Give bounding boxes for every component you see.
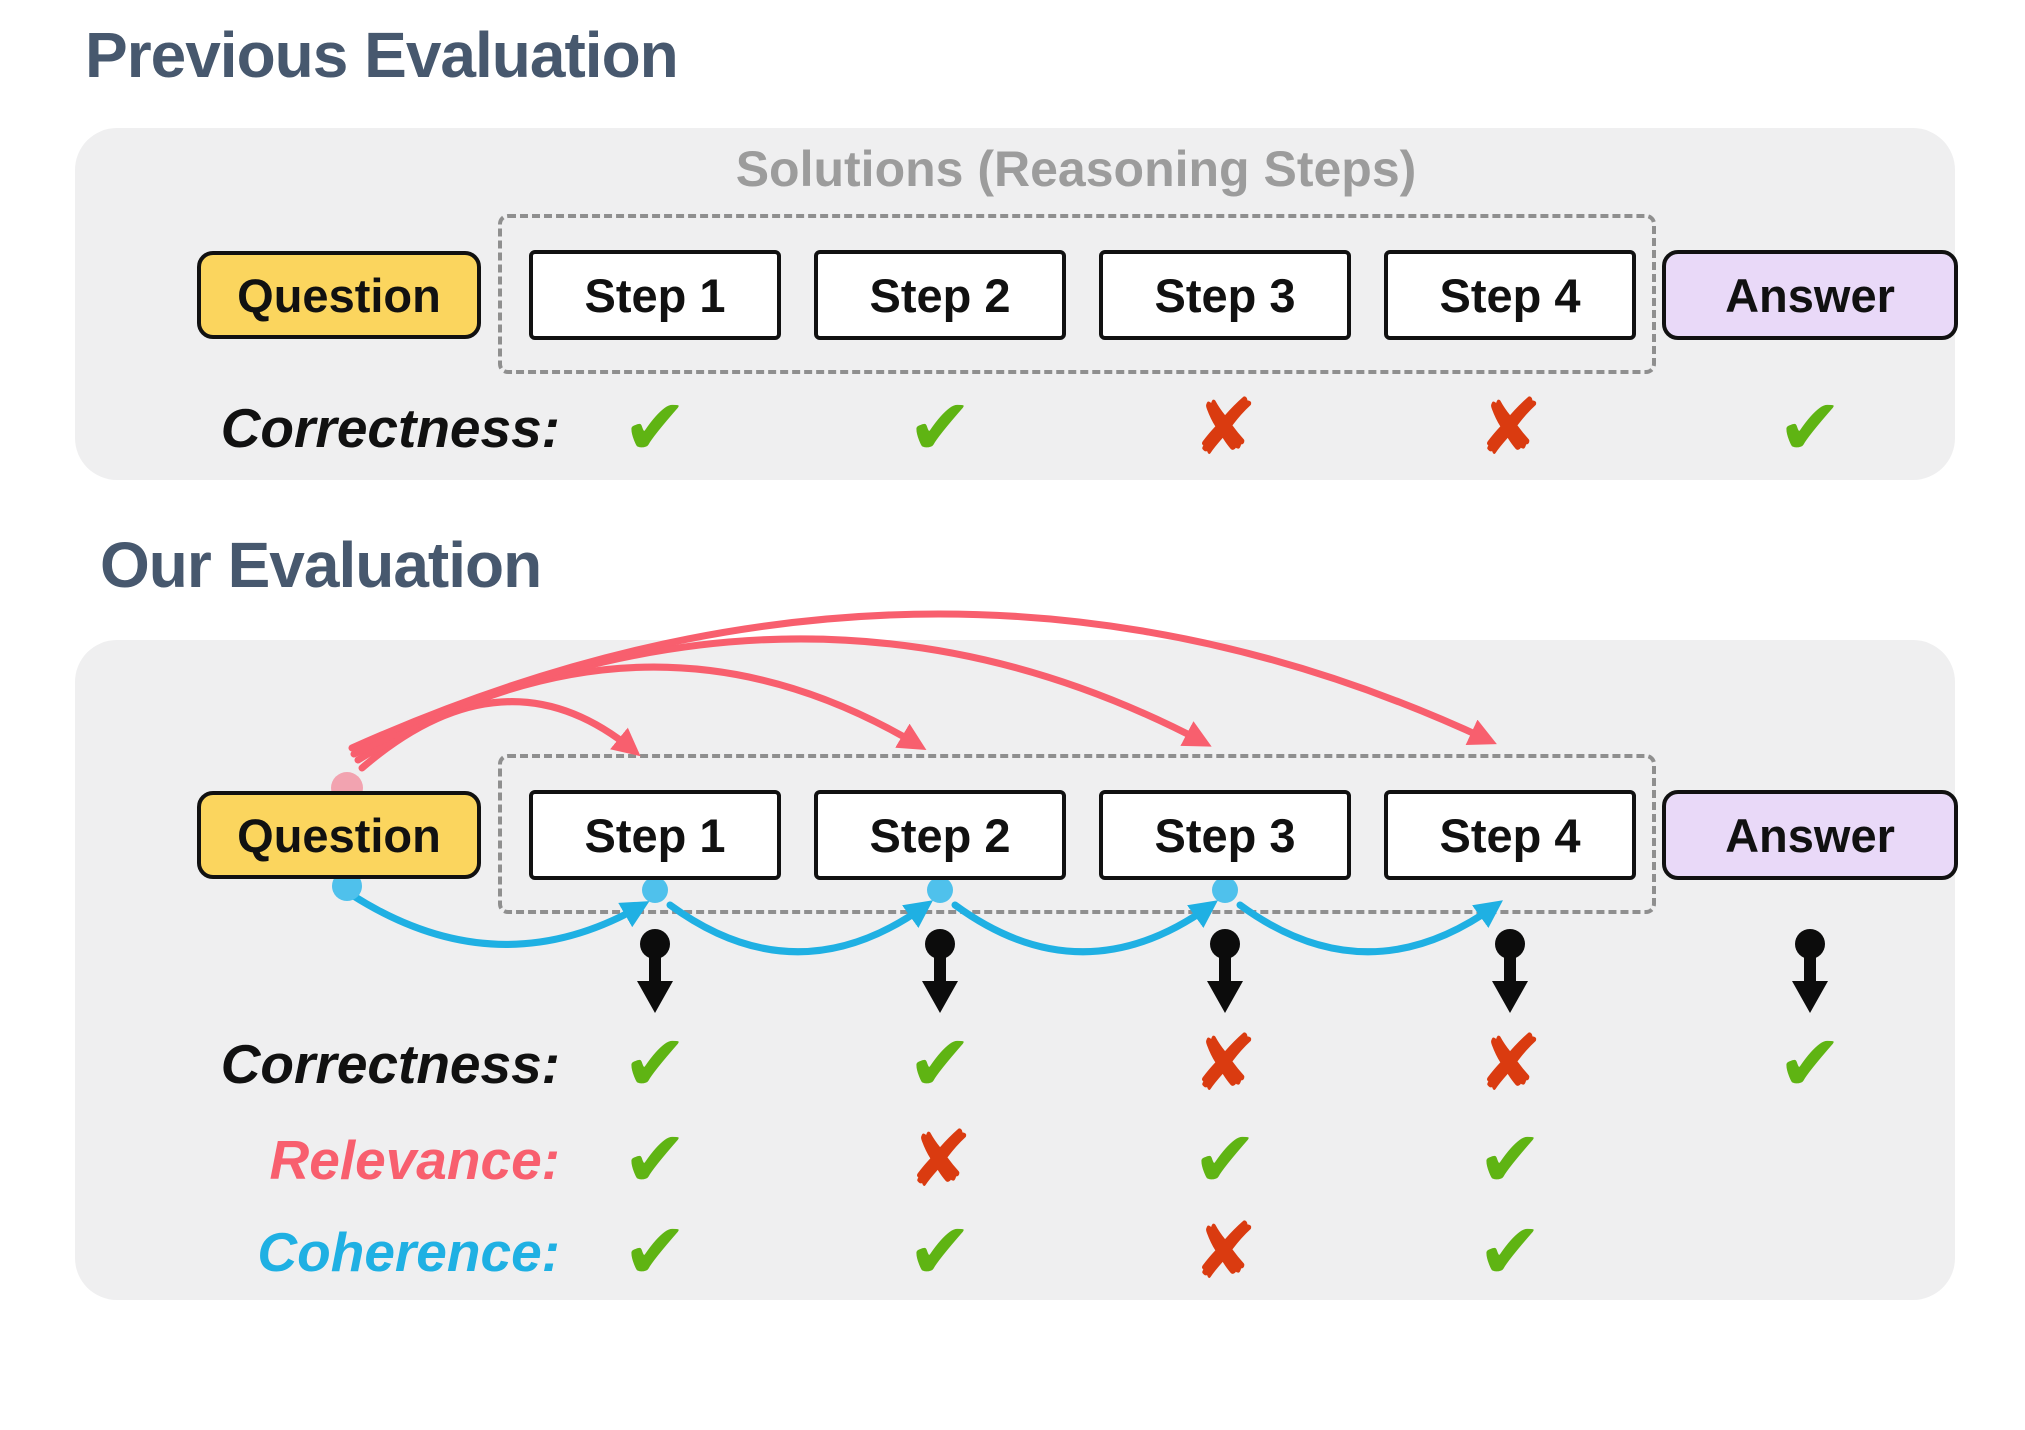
our-evaluation-title: Our Evaluation: [100, 529, 542, 601]
correctness-mark-step1-previous: ✔: [622, 383, 688, 473]
correctness-label-ours: Correctness:: [220, 1033, 560, 1095]
step-3-box-previous: Step 3: [1099, 250, 1351, 340]
reasoning-steps-container-previous: [498, 214, 1656, 374]
correctness-mark-step2-ours: ✔: [907, 1019, 973, 1109]
correctness-mark-answer-previous: ✔: [1777, 383, 1843, 473]
correctness-mark-step2-previous: ✔: [907, 383, 973, 473]
step-4-box-ours: Step 4: [1384, 790, 1636, 880]
coherence-mark-step4: ✔: [1477, 1207, 1543, 1297]
correctness-mark-step4-previous: ✘: [1477, 383, 1543, 473]
question-box-ours: Question: [197, 791, 481, 879]
answer-box-previous: Answer: [1662, 250, 1958, 340]
solutions-label: Solutions (Reasoning Steps): [735, 141, 1417, 197]
step-1-box-previous: Step 1: [529, 250, 781, 340]
relevance-mark-step2: ✘: [907, 1115, 973, 1205]
correctness-mark-step4-ours: ✘: [1477, 1019, 1543, 1109]
relevance-label: Relevance:: [269, 1129, 560, 1191]
correctness-mark-answer-ours: ✔: [1777, 1019, 1843, 1109]
step-2-box-previous: Step 2: [814, 250, 1066, 340]
our-evaluation-panel: [75, 640, 1955, 1300]
step-1-box-ours: Step 1: [529, 790, 781, 880]
relevance-mark-step4: ✔: [1477, 1115, 1543, 1205]
coherence-label: Coherence:: [257, 1221, 560, 1283]
coherence-mark-step1: ✔: [622, 1207, 688, 1297]
previous-evaluation-title: Previous Evaluation: [85, 19, 679, 91]
correctness-mark-step3-ours: ✘: [1192, 1019, 1258, 1109]
correctness-mark-step3-previous: ✘: [1192, 383, 1258, 473]
relevance-mark-step1: ✔: [622, 1115, 688, 1205]
correctness-label-previous: Correctness:: [220, 397, 560, 459]
relevance-mark-step3: ✔: [1192, 1115, 1258, 1205]
coherence-mark-step2: ✔: [907, 1207, 973, 1297]
step-4-box-previous: Step 4: [1384, 250, 1636, 340]
correctness-mark-step1-ours: ✔: [622, 1019, 688, 1109]
question-box-previous: Question: [197, 251, 481, 339]
step-2-box-ours: Step 2: [814, 790, 1066, 880]
step-3-box-ours: Step 3: [1099, 790, 1351, 880]
answer-box-ours: Answer: [1662, 790, 1958, 880]
coherence-mark-step3: ✘: [1192, 1207, 1258, 1297]
